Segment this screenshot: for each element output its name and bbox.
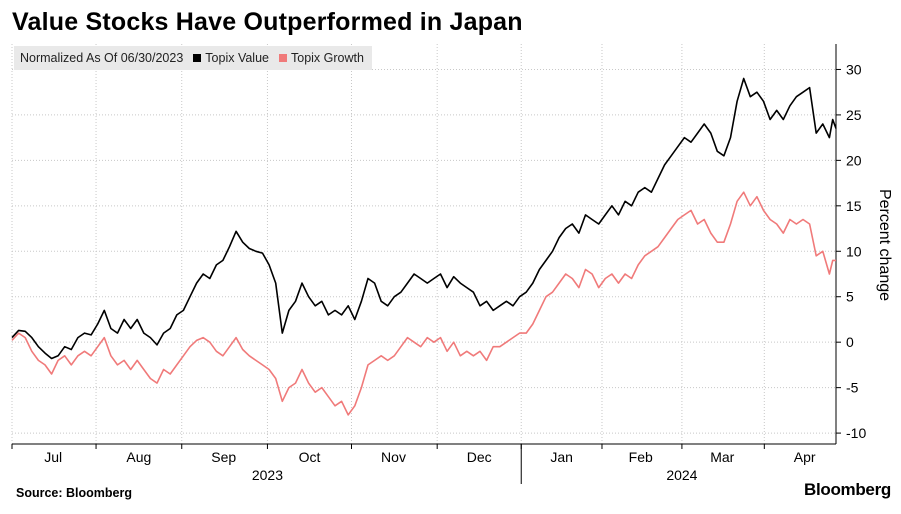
- legend-label: Topix Growth: [291, 51, 364, 65]
- x-tick-label: Sep: [211, 449, 236, 465]
- y-tick-label: -5: [846, 380, 859, 396]
- grid-lines: [11, 44, 836, 444]
- axes: [11, 44, 841, 484]
- chart-title: Value Stocks Have Outperformed in Japan: [12, 8, 523, 36]
- y-tick-label: 25: [846, 107, 862, 123]
- series-line-topix-growth: [11, 191, 836, 416]
- legend-item-topix-growth: Topix Growth: [279, 51, 364, 65]
- axis-labels: -10 -5 0 5 10 15 20 25 30 Jul Aug Sep Oct Nov Dec Jan Fe…: [44, 61, 893, 483]
- y-tick-label: 0: [846, 334, 854, 350]
- x-tick-label: Mar: [710, 449, 734, 465]
- legend-label: Topix Value: [205, 51, 269, 65]
- legend-swatch-growth-icon: [279, 54, 287, 62]
- x-tick-label: Apr: [794, 449, 816, 465]
- x-tick-label: Nov: [381, 449, 406, 465]
- x-tick-label: Aug: [126, 449, 151, 465]
- series-line-topix-value: [11, 77, 837, 360]
- y-tick-label: 5: [846, 289, 854, 305]
- source-note: Source: Bloomberg: [16, 486, 132, 500]
- x-tick-label: Jul: [44, 449, 62, 465]
- y-tick-label: -10: [846, 425, 866, 441]
- x-tick-label: Dec: [467, 449, 492, 465]
- x-tick-label: Feb: [629, 449, 653, 465]
- x-tick-label: Jan: [550, 449, 573, 465]
- year-label: 2023: [252, 467, 283, 483]
- legend-swatch-value-icon: [193, 54, 202, 62]
- series-lines: [11, 77, 837, 416]
- bloomberg-logo: Bloomberg: [803, 480, 891, 499]
- y-tick-label: 30: [846, 61, 862, 77]
- y-tick-label: 20: [846, 152, 862, 168]
- legend-item-topix-value: Topix Value: [193, 51, 269, 65]
- legend: Normalized As Of 06/30/2023 Topix Value …: [14, 46, 372, 70]
- y-tick-label: 10: [846, 243, 862, 259]
- y-axis-title: Percent change: [876, 189, 893, 301]
- x-tick-label: Oct: [299, 449, 321, 465]
- y-tick-label: 15: [846, 198, 862, 214]
- legend-note: Normalized As Of 06/30/2023: [20, 51, 184, 65]
- year-label: 2024: [666, 467, 697, 483]
